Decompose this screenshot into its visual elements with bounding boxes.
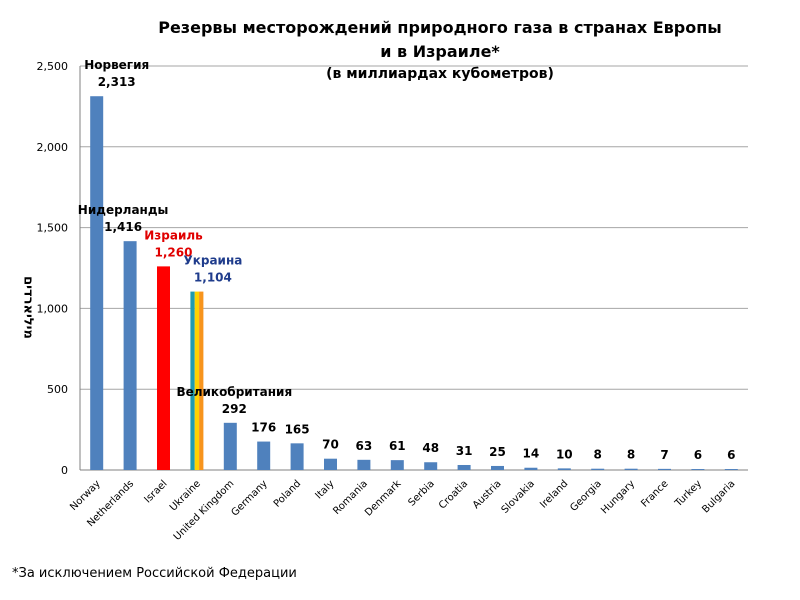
bar [357, 459, 371, 470]
bar [457, 464, 471, 470]
bar [223, 422, 237, 470]
chart-title: Резервы месторождений природного газа в … [158, 18, 722, 61]
x-tick-label: France [639, 478, 670, 509]
bar [257, 441, 271, 470]
x-tick-label: Poland [272, 478, 303, 509]
bar [123, 241, 137, 470]
data-label: 14 [523, 447, 540, 461]
x-tick-label: Germany [230, 478, 270, 518]
bar [199, 291, 204, 470]
data-label: 6 [727, 448, 735, 462]
data-label: 70 [322, 438, 339, 452]
country-label: Великобритания [176, 385, 292, 399]
x-tick-label: Croatia [437, 478, 470, 511]
y-tick-label: 1,500 [37, 222, 69, 235]
data-label: 6 [694, 448, 702, 462]
y-tick-label: 0 [61, 464, 68, 477]
x-tick-label: Austria [471, 478, 504, 511]
x-tick-label: Turkey [673, 478, 705, 510]
data-label: 48 [422, 441, 439, 455]
data-label: 2,313 [98, 75, 136, 89]
country-label: Украина [183, 254, 242, 268]
data-label: 1,416 [104, 220, 142, 234]
bar [190, 291, 195, 470]
country-label: Израиль [144, 228, 203, 242]
bar [424, 462, 438, 470]
data-label: 8 [627, 448, 635, 462]
y-tick-label: 2,000 [37, 141, 69, 154]
bar [658, 468, 671, 470]
y-tick-label: 500 [47, 383, 68, 396]
data-label: 31 [456, 444, 473, 458]
x-tick-label: Slovakia [500, 478, 537, 515]
data-label: 1,104 [194, 271, 232, 285]
x-tick-label: Denmark [363, 478, 403, 518]
x-tick-label: United Kingdom [172, 478, 237, 543]
data-label: 25 [489, 445, 506, 459]
data-label: 176 [251, 421, 276, 435]
country-label: Норвегия [84, 58, 149, 72]
footnote: *За исключением Российской Федерации [12, 566, 297, 581]
data-label: 61 [389, 439, 406, 453]
bar [324, 458, 337, 470]
x-tick-label: Italy [313, 478, 336, 501]
bar [557, 468, 571, 470]
bar [724, 469, 738, 470]
data-label: 7 [660, 448, 668, 462]
country-label: Нидерланды [78, 203, 169, 217]
x-tick-label: Serbia [407, 478, 437, 508]
title-block: Резервы месторождений природного газа в … [150, 16, 730, 82]
x-tick-label: Israel [143, 478, 170, 505]
data-label: 165 [285, 422, 310, 436]
x-tick-label: Hungary [599, 478, 637, 516]
data-label: 1,260 [155, 245, 193, 259]
bar [491, 465, 504, 470]
y-tick-label: 1,000 [37, 302, 69, 315]
data-label: 10 [556, 447, 573, 461]
y-tick-label: 2,500 [37, 60, 69, 73]
bar [194, 291, 200, 470]
chart-subtitle: (в миллиардах кубометров) [326, 66, 554, 82]
data-label: 63 [356, 439, 373, 453]
bar [524, 467, 538, 470]
bar [691, 469, 705, 470]
bar [390, 460, 404, 470]
x-tick-label: Ireland [538, 478, 570, 510]
bar [157, 266, 170, 470]
x-tick-label: Bulgaria [700, 478, 737, 515]
bar [591, 468, 605, 470]
bar [90, 96, 104, 470]
data-label: 8 [594, 448, 602, 462]
data-label: 292 [222, 402, 247, 416]
bar [290, 443, 304, 470]
bar [624, 468, 638, 470]
